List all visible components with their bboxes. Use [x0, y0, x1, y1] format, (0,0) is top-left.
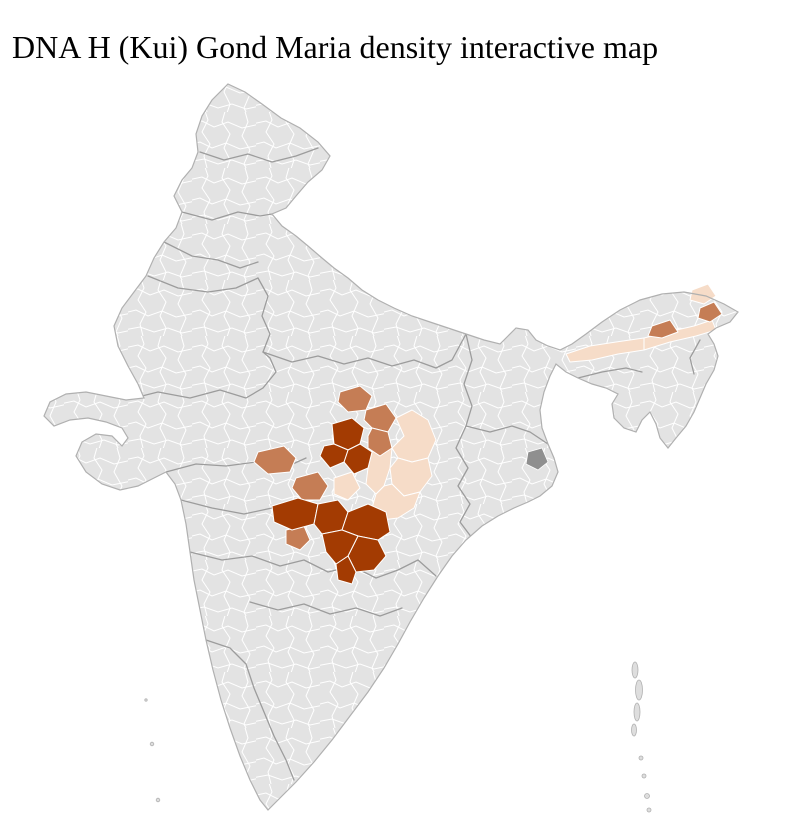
island: [646, 807, 652, 813]
island: [641, 773, 647, 779]
state-border: [163, 241, 259, 269]
state-border: [125, 351, 277, 401]
state-border: [189, 551, 437, 579]
state-border: [689, 339, 701, 375]
andaman-nicobar-islands: [631, 661, 652, 813]
district-medium[interactable]: [367, 427, 393, 457]
island: [631, 661, 639, 679]
state-border: [181, 211, 273, 221]
district-medium[interactable]: [647, 319, 679, 339]
district-low[interactable]: [333, 471, 361, 501]
state-border: [249, 601, 403, 617]
state-border: [465, 425, 549, 445]
state-border: [577, 367, 643, 379]
state-boundaries: [125, 147, 701, 781]
district-medium[interactable]: [697, 301, 723, 323]
state-border: [463, 333, 473, 427]
district-neutral-dark[interactable]: [525, 447, 549, 471]
island: [144, 698, 148, 702]
island: [155, 797, 161, 803]
district-high[interactable]: [321, 529, 359, 565]
island: [644, 793, 650, 799]
island: [633, 702, 641, 722]
state-border: [257, 277, 271, 353]
state-border: [199, 147, 319, 163]
state-border: [147, 275, 259, 293]
state-border: [262, 333, 467, 369]
district-low[interactable]: [689, 283, 717, 305]
state-border: [205, 639, 295, 781]
district-low[interactable]: [365, 447, 393, 495]
island: [635, 679, 643, 701]
lakshadweep-islands: [144, 698, 161, 803]
island: [631, 723, 637, 737]
district-medium[interactable]: [253, 445, 297, 475]
district-medium[interactable]: [291, 471, 329, 501]
page-title: DNA H (Kui) Gond Maria density interacti…: [12, 29, 659, 66]
districts-high-density[interactable]: [271, 417, 391, 585]
island: [638, 755, 644, 761]
district-high[interactable]: [319, 443, 349, 469]
districts-medium-density[interactable]: [253, 301, 723, 551]
island: [149, 741, 155, 747]
state-border: [455, 425, 473, 539]
